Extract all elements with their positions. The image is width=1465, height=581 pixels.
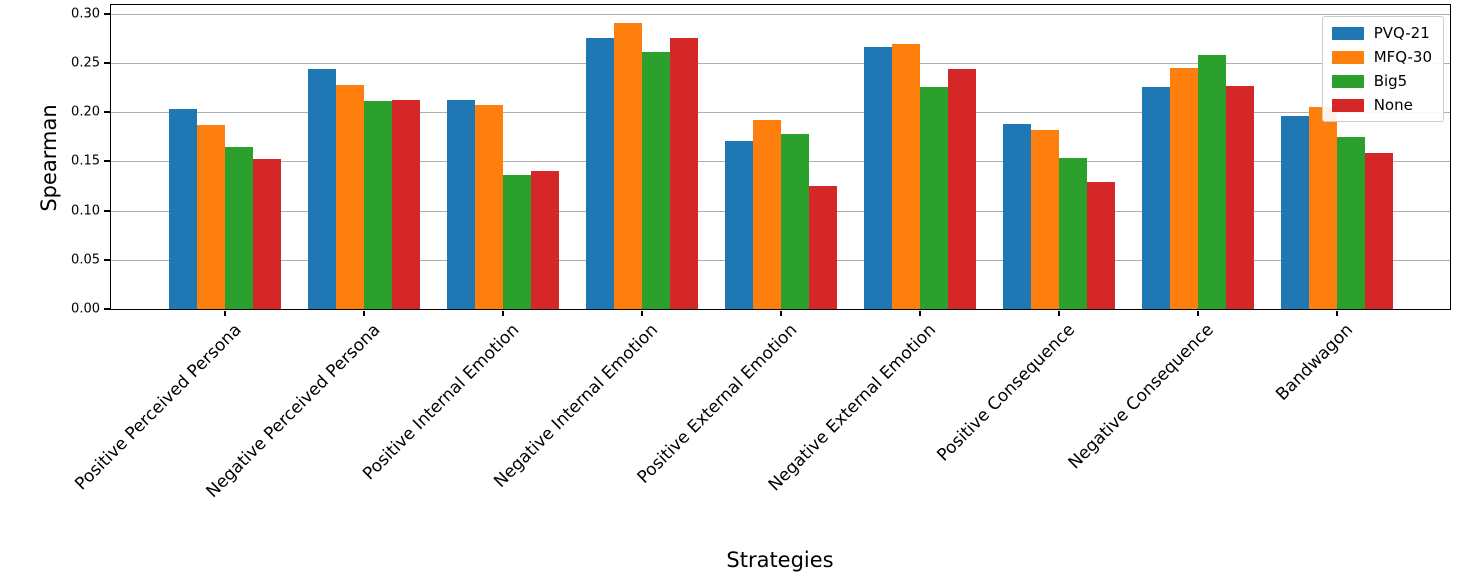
- bar-mfq-30-8: [1170, 68, 1198, 309]
- bar-pvq-21-4: [586, 37, 614, 309]
- bar-mfq-30-2: [336, 84, 364, 309]
- bar-none-2: [392, 100, 420, 309]
- xtick-label: Positive Perceived Persona: [70, 320, 246, 495]
- bar-pvq-21-8: [1142, 86, 1170, 309]
- xtick-mark: [1197, 311, 1199, 316]
- gridline: [111, 13, 1450, 15]
- ytick-mark: [104, 209, 110, 212]
- bar-mfq-30-4: [614, 22, 642, 309]
- bar-mfq-30-9: [1309, 107, 1337, 309]
- bar-big5-9: [1337, 136, 1365, 309]
- ytick-label: 0.25: [71, 55, 100, 71]
- bar-big5-5: [781, 133, 809, 309]
- ytick-mark: [104, 12, 110, 15]
- xtick-label: Positive Consequence: [933, 320, 1080, 466]
- bar-none-4: [670, 38, 698, 309]
- xtick-label: Positive External Emotion: [633, 320, 802, 488]
- bar-big5-7: [1059, 157, 1087, 309]
- xtick-label: Bandwagon: [1272, 320, 1358, 405]
- ytick-label: 0.20: [71, 104, 100, 120]
- xtick-mark: [1336, 311, 1338, 316]
- legend-label: PVQ-21: [1373, 24, 1430, 42]
- bar-mfq-30-6: [892, 44, 920, 309]
- xtick-mark: [502, 311, 504, 316]
- bar-none-3: [531, 171, 559, 309]
- ytick-label: 0.15: [71, 153, 100, 169]
- bar-big5-6: [920, 86, 948, 309]
- bar-none-7: [1087, 182, 1115, 309]
- gridline: [111, 63, 1450, 64]
- xtick-mark: [780, 311, 782, 316]
- bar-mfq-30-5: [753, 120, 781, 309]
- bar-big5-2: [364, 101, 392, 309]
- bar-big5-4: [642, 52, 670, 309]
- ytick-label: 0.30: [71, 6, 100, 22]
- ytick-mark: [104, 258, 110, 261]
- legend: PVQ-21 MFQ-30 Big5 None: [1321, 16, 1444, 122]
- xtick-label: Negative Internal Emotion: [490, 320, 663, 492]
- ytick-mark: [104, 111, 110, 114]
- legend-item-mfq-30: MFQ-30: [1331, 48, 1432, 66]
- bar-pvq-21-1: [169, 109, 197, 309]
- legend-label: None: [1373, 96, 1413, 114]
- legend-swatch-mfq-30: [1331, 50, 1364, 64]
- x-axis-label: Strategies: [726, 548, 834, 572]
- ytick-mark: [104, 308, 110, 310]
- ytick-label: 0.10: [71, 203, 100, 219]
- bar-big5-3: [503, 175, 531, 309]
- bar-none-1: [253, 158, 281, 309]
- legend-swatch-big5: [1331, 74, 1364, 88]
- xtick-label: Negative External Emotion: [764, 320, 941, 496]
- legend-swatch-pvq-21: [1331, 26, 1364, 40]
- bar-mfq-30-1: [197, 125, 225, 309]
- bar-big5-8: [1198, 55, 1226, 309]
- xtick-mark: [363, 311, 365, 316]
- xtick-mark: [641, 311, 643, 316]
- bar-none-6: [948, 68, 976, 309]
- xtick-label: Negative Consequence: [1064, 320, 1219, 474]
- legend-swatch-none: [1331, 98, 1364, 112]
- ytick-mark: [104, 62, 110, 64]
- gridline: [111, 112, 1450, 114]
- bar-pvq-21-3: [447, 100, 475, 309]
- xtick-label: Positive Internal Emotion: [358, 320, 524, 485]
- plot-area: [110, 4, 1451, 310]
- bar-pvq-21-7: [1003, 124, 1031, 309]
- legend-item-big5: Big5: [1331, 72, 1432, 90]
- legend-label: MFQ-30: [1373, 48, 1432, 66]
- bar-mfq-30-3: [475, 105, 503, 309]
- ytick-mark: [104, 160, 110, 163]
- xtick-mark: [919, 311, 921, 316]
- bar-pvq-21-2: [308, 68, 336, 309]
- bar-none-5: [809, 186, 837, 309]
- legend-item-none: None: [1331, 96, 1432, 114]
- bar-pvq-21-5: [725, 140, 753, 309]
- legend-label: Big5: [1373, 72, 1408, 90]
- xtick-mark: [224, 311, 226, 316]
- bar-none-8: [1226, 85, 1254, 309]
- bar-pvq-21-6: [864, 47, 892, 309]
- legend-item-pvq-21: PVQ-21: [1331, 24, 1432, 42]
- bar-pvq-21-9: [1281, 116, 1309, 309]
- xtick-mark: [1058, 311, 1060, 316]
- ytick-label: 0.00: [71, 301, 100, 317]
- ytick-label: 0.05: [71, 252, 100, 268]
- bar-big5-1: [225, 146, 253, 309]
- bar-mfq-30-7: [1031, 129, 1059, 309]
- bar-none-9: [1365, 152, 1393, 309]
